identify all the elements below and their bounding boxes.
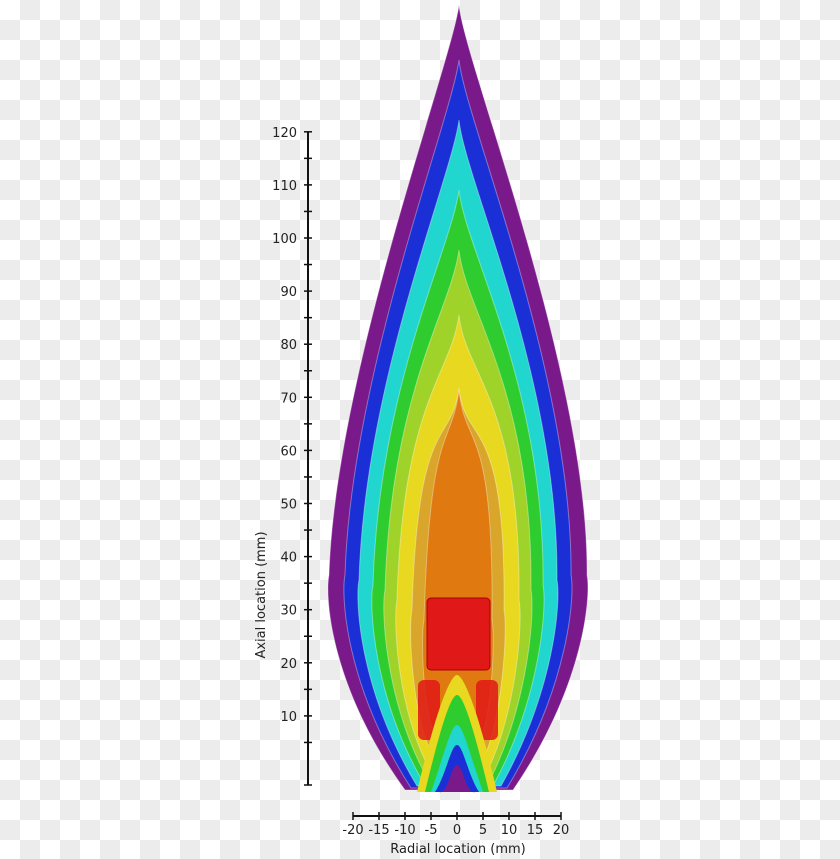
x-tick-label: -10 [394,823,415,838]
x-tick-label: -5 [425,823,438,838]
y-axis: 10 20 30 40 50 60 70 80 90 100 110 120 [272,126,312,786]
x-tick-label: 10 [501,823,518,838]
x-tick-label: 15 [527,823,544,838]
y-tick-label: 90 [280,285,297,300]
y-tick-label: 60 [280,444,297,459]
x-tick-label: -20 [342,823,363,838]
x-tick-label: -15 [368,823,389,838]
contour-peak-lobe [476,680,498,740]
y-tick-label: 120 [272,126,297,141]
x-tick-label: 20 [553,823,570,838]
y-axis-label: Axial location (mm) [254,531,269,658]
x-axis-label: Radial location (mm) [390,842,525,857]
y-tick-label: 10 [280,710,297,725]
flame-contours [327,4,589,793]
contour-peak-region [426,597,491,671]
y-tick-label: 80 [280,338,297,353]
y-tick-label: 100 [272,232,297,247]
x-tick-label: 0 [453,823,461,838]
x-axis: -20 -15 -10 -5 0 5 10 15 20 [342,812,569,838]
y-tick-label: 110 [272,179,297,194]
nozzle-contour [439,765,475,793]
y-tick-label: 30 [280,604,297,619]
y-tick-label: 70 [280,391,297,406]
x-tick-label: 5 [479,823,487,838]
y-tick-label: 20 [280,657,297,672]
y-tick-label: 50 [280,498,297,513]
y-tick-label: 40 [280,551,297,566]
